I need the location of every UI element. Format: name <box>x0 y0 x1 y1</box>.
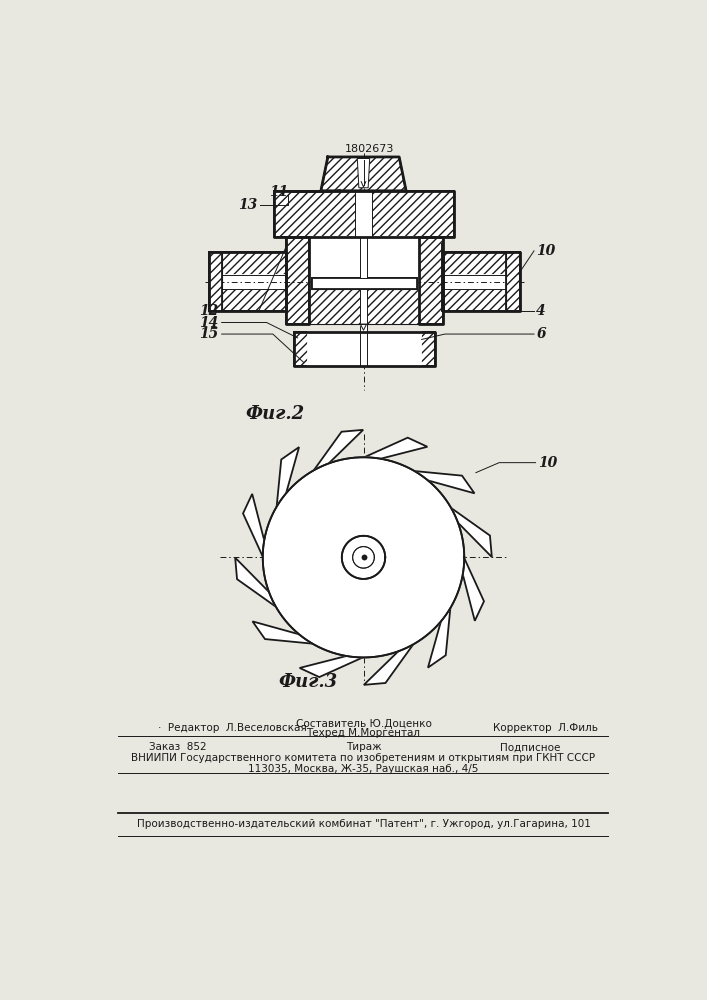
Bar <box>443 252 520 311</box>
Bar <box>312 278 417 289</box>
Bar <box>293 332 435 366</box>
Bar <box>209 252 223 311</box>
Bar <box>361 289 367 324</box>
Bar <box>209 252 286 311</box>
Bar <box>506 252 520 311</box>
Polygon shape <box>276 447 299 516</box>
Polygon shape <box>355 191 372 237</box>
Polygon shape <box>361 324 367 330</box>
Polygon shape <box>341 536 385 579</box>
Bar <box>209 275 287 289</box>
Polygon shape <box>357 158 370 188</box>
Polygon shape <box>321 157 406 191</box>
Bar <box>310 237 419 289</box>
Bar <box>443 275 520 289</box>
Polygon shape <box>263 457 464 657</box>
Bar <box>312 278 417 289</box>
Polygon shape <box>235 558 284 612</box>
Text: 6: 6 <box>537 327 546 341</box>
Text: Фиг.2: Фиг.2 <box>245 405 304 423</box>
Bar <box>360 237 368 278</box>
Text: Фиг.3: Фиг.3 <box>278 673 337 691</box>
Bar <box>506 252 520 311</box>
Bar <box>209 252 223 311</box>
Text: 11: 11 <box>269 185 288 199</box>
Bar <box>286 237 309 324</box>
Bar <box>308 332 421 366</box>
Bar <box>286 237 309 324</box>
Polygon shape <box>460 550 484 621</box>
Text: 113035, Москва, Ж-35, Раушская наб., 4/5: 113035, Москва, Ж-35, Раушская наб., 4/5 <box>248 764 479 774</box>
Bar <box>309 237 419 324</box>
Polygon shape <box>243 494 267 565</box>
Polygon shape <box>263 457 464 657</box>
Text: 10: 10 <box>537 244 556 258</box>
Polygon shape <box>309 289 419 324</box>
Bar <box>419 237 443 324</box>
Text: 14: 14 <box>199 316 218 330</box>
Text: Техред М.Моргентал: Техред М.Моргентал <box>307 728 421 738</box>
Text: 10: 10 <box>538 456 557 470</box>
Text: Корректор  Л.Филь: Корректор Л.Филь <box>493 723 598 733</box>
Text: ВНИИПИ Государственного комитета по изобретениям и открытиям при ГКНТ СССР: ВНИИПИ Государственного комитета по изоб… <box>132 753 595 763</box>
Bar <box>293 332 435 366</box>
Polygon shape <box>405 470 474 493</box>
Text: Тираж: Тираж <box>346 742 381 752</box>
Bar <box>361 332 367 366</box>
Text: 1802673: 1802673 <box>345 144 395 154</box>
Text: 4: 4 <box>537 304 546 318</box>
Text: 12: 12 <box>199 304 218 318</box>
Polygon shape <box>364 637 419 685</box>
Bar <box>361 324 367 333</box>
Text: Производственно-издательский комбинат "Патент", г. Ужгород, ул.Гагарина, 101: Производственно-издательский комбинат "П… <box>136 819 590 829</box>
Polygon shape <box>356 438 427 461</box>
Polygon shape <box>252 621 322 645</box>
Text: 13: 13 <box>238 198 257 212</box>
Text: Составитель Ю.Доценко: Составитель Ю.Доценко <box>296 719 431 729</box>
Text: Заказ  852: Заказ 852 <box>149 742 206 752</box>
Bar <box>274 191 454 237</box>
Polygon shape <box>443 503 492 557</box>
Bar <box>209 252 286 311</box>
Polygon shape <box>428 599 451 668</box>
Text: ·  Редактор  Л.Веселовская: · Редактор Л.Веселовская <box>158 723 307 733</box>
Text: 15: 15 <box>199 327 218 341</box>
Bar <box>419 237 443 324</box>
Polygon shape <box>341 536 385 579</box>
Polygon shape <box>300 654 371 677</box>
Bar <box>443 252 520 311</box>
Text: Подписное: Подписное <box>500 742 561 752</box>
Polygon shape <box>308 430 363 478</box>
Bar <box>274 191 454 237</box>
